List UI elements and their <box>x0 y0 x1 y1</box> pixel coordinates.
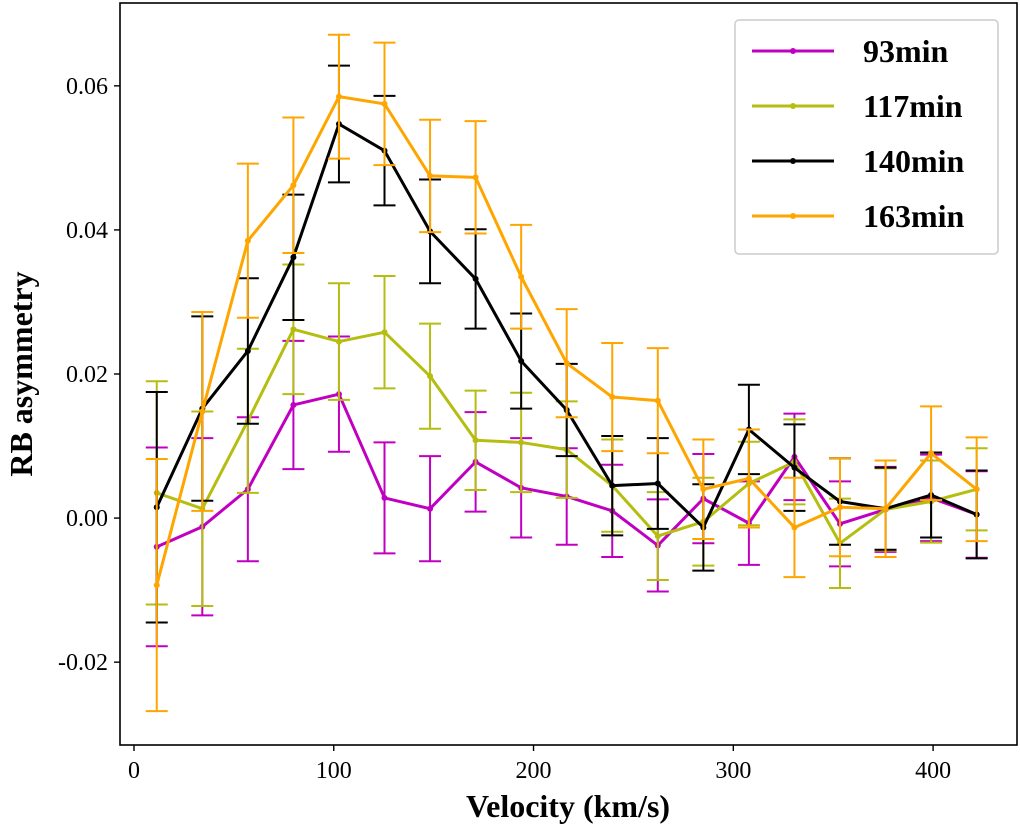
legend-marker <box>790 158 796 164</box>
axes-layer: 0 100 200 300 400 -0.02 0.00 0.02 0.04 0.06 <box>58 74 951 784</box>
data-point <box>791 464 798 471</box>
y-tick-label: 0.06 <box>66 74 108 100</box>
data-point <box>290 326 297 333</box>
data-point <box>836 504 843 511</box>
data-point <box>472 275 479 282</box>
x-tick-label: 300 <box>715 758 751 784</box>
data-point <box>654 397 661 404</box>
data-point <box>791 524 798 531</box>
x-axis-title: Velocity (km/s) <box>466 788 670 824</box>
x-tick-label: 200 <box>516 758 552 784</box>
series-163min <box>145 33 988 713</box>
data-point <box>290 254 297 261</box>
data-point <box>427 172 434 179</box>
data-point <box>745 475 752 482</box>
y-tick-label: 0.00 <box>66 506 108 532</box>
data-point <box>244 237 251 244</box>
data-point <box>335 338 342 345</box>
data-point <box>290 401 297 408</box>
x-tick-label: 400 <box>915 758 951 784</box>
data-point <box>518 439 525 446</box>
x-tick-label: 0 <box>128 758 140 784</box>
legend-label: 93min <box>863 33 949 69</box>
data-point <box>609 394 616 401</box>
data-point <box>427 373 434 380</box>
y-tick-label: -0.02 <box>58 650 108 676</box>
legend-label: 163min <box>863 198 965 234</box>
data-point <box>518 358 525 365</box>
series-layer <box>145 33 988 713</box>
legend: 93min 117min 140min 163min <box>734 19 999 255</box>
data-point <box>153 582 160 589</box>
legend-marker <box>790 213 796 219</box>
data-point <box>244 347 251 354</box>
data-point <box>290 182 297 189</box>
data-point <box>928 450 935 457</box>
data-point <box>199 408 206 415</box>
data-point <box>472 174 479 181</box>
legend-marker <box>790 48 796 54</box>
y-axis-title: RB asymmetry <box>3 271 39 476</box>
data-point <box>472 437 479 444</box>
data-point <box>609 482 616 489</box>
x-tick-label: 100 <box>316 758 352 784</box>
data-point <box>427 505 434 512</box>
y-tick-label: 0.04 <box>66 218 108 244</box>
data-point <box>563 360 570 367</box>
y-tick-label: 0.02 <box>66 362 108 388</box>
data-point <box>381 329 388 336</box>
data-point <box>654 533 661 540</box>
legend-box <box>734 19 999 255</box>
legend-marker <box>790 103 796 109</box>
data-point <box>654 480 661 487</box>
data-point <box>381 100 388 107</box>
legend-label: 140min <box>863 143 965 179</box>
data-point <box>381 494 388 501</box>
data-point <box>700 486 707 493</box>
data-point <box>518 273 525 280</box>
data-point <box>335 93 342 100</box>
data-point <box>882 505 889 512</box>
data-point <box>973 486 980 493</box>
legend-label: 117min <box>863 88 963 124</box>
